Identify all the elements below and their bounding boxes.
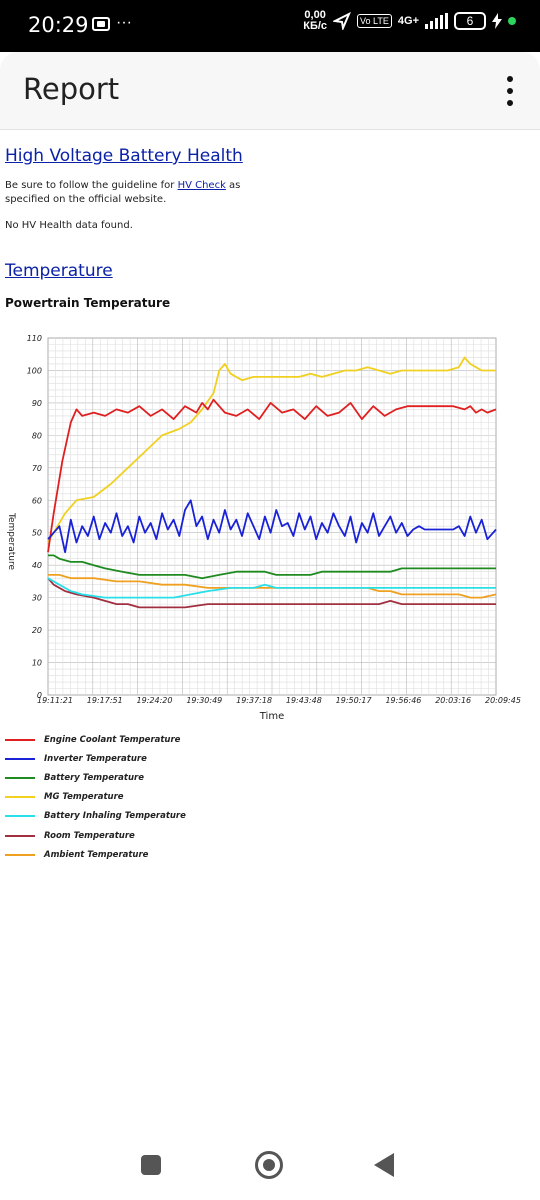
navigation-arrow-icon — [333, 12, 351, 30]
temperature-heading[interactable]: Temperature — [5, 261, 113, 281]
legend-item: Room Temperature — [5, 826, 186, 845]
cast-icon — [92, 17, 110, 31]
charging-icon — [492, 13, 502, 29]
y-tick-label: 10 — [32, 659, 42, 668]
x-tick-label: 19:56:46 — [385, 696, 421, 705]
legend-item: Ambient Temperature — [5, 845, 186, 864]
legend-item: Battery Temperature — [5, 768, 186, 787]
app-bar: Report — [0, 52, 540, 130]
x-tick-label: 19:43:48 — [286, 696, 322, 705]
legend-swatch — [5, 853, 35, 856]
legend-item: MG Temperature — [5, 788, 186, 807]
privacy-dot — [508, 17, 516, 25]
legend-label: Battery Temperature — [44, 772, 144, 783]
y-tick-label: 30 — [32, 594, 42, 603]
legend-label: Room Temperature — [44, 830, 135, 841]
y-tick-label: 90 — [32, 399, 42, 408]
hv-check-link[interactable]: HV Check — [177, 180, 226, 191]
y-tick-label: 20 — [32, 626, 42, 635]
series-line-battery-inhaling-temperature — [47, 577, 496, 599]
legend-swatch — [5, 738, 35, 741]
legend-swatch — [5, 815, 35, 818]
battery-icon: 6 — [454, 12, 486, 30]
legend-label: Battery Inhaling Temperature — [44, 811, 186, 822]
home-button[interactable] — [255, 1151, 283, 1179]
x-tick-label: 19:24:20 — [137, 696, 173, 705]
legend-item: Battery Inhaling Temperature — [5, 807, 186, 826]
legend-swatch — [5, 834, 35, 837]
y-tick-label: 100 — [27, 366, 42, 375]
y-tick-label: 80 — [32, 431, 42, 440]
back-button[interactable] — [374, 1153, 394, 1177]
recents-button[interactable] — [141, 1155, 161, 1175]
x-tick-label: 19:50:17 — [336, 696, 373, 705]
legend-swatch — [5, 757, 35, 760]
x-tick-label: 19:11:21 — [37, 696, 73, 705]
series-line-battery-temperature — [48, 554, 496, 580]
hv-battery-health-heading[interactable]: High Voltage Battery Health — [5, 146, 243, 166]
more-notifications: ··· — [116, 14, 132, 31]
x-tick-label: 20:09:45 — [485, 696, 521, 705]
legend-label: Inverter Temperature — [44, 753, 147, 764]
y-tick-label: 50 — [32, 529, 42, 538]
guideline-text: Be sure to follow the guideline for HV C… — [5, 180, 241, 205]
status-right-icons: 0,00 КБ/с Vo LTE 4G+ 6 — [303, 10, 516, 32]
status-bar: 20:29 ··· 0,00 КБ/с Vo LTE 4G+ 6 — [0, 0, 540, 52]
network-speed: 0,00 КБ/с — [303, 9, 328, 32]
series-line-room-temperature — [47, 577, 496, 609]
network-type: 4G+ — [397, 15, 419, 27]
legend-item: Inverter Temperature — [5, 749, 186, 768]
no-hv-data-text: No HV Health data found. — [5, 220, 133, 231]
more-vert-icon[interactable] — [502, 76, 518, 106]
chart-subheading: Powertrain Temperature — [5, 296, 171, 310]
series-line-engine-coolant-temperature — [47, 398, 497, 553]
volte-badge: Vo LTE — [357, 14, 392, 28]
legend-swatch — [5, 796, 35, 799]
system-nav-bar — [0, 1135, 540, 1200]
series-line-inverter-temperature — [47, 499, 497, 554]
legend-label: MG Temperature — [44, 792, 124, 803]
y-tick-label: 110 — [27, 334, 42, 343]
legend-swatch — [5, 776, 35, 779]
x-axis-title: Time — [259, 711, 284, 722]
series-line-mg-temperature — [47, 356, 496, 543]
signal-icon — [425, 13, 448, 29]
x-tick-label: 20:03:16 — [435, 696, 471, 705]
chart-legend: Engine Coolant Temperature Inverter Tempe… — [5, 730, 186, 864]
y-tick-label: 0 — [37, 691, 42, 700]
x-tick-label: 19:30:49 — [186, 696, 222, 705]
y-tick-label: 40 — [32, 561, 42, 570]
page-title: Report — [23, 72, 120, 106]
y-tick-label: 70 — [32, 464, 42, 473]
y-tick-label: 60 — [32, 496, 42, 505]
powertrain-temperature-chart: 0 10 20 30 40 50 60 70 80 90 100 110 19:11:21 19:17:5… — [6, 334, 521, 722]
x-tick-label: 19:37:18 — [236, 696, 272, 705]
clock: 20:29 — [28, 13, 89, 37]
x-tick-label: 19:17:51 — [87, 696, 123, 705]
legend-item: Engine Coolant Temperature — [5, 730, 186, 749]
y-axis-title: Temperature — [6, 512, 16, 570]
status-left-icons: ··· — [92, 14, 132, 32]
legend-label: Engine Coolant Temperature — [44, 734, 181, 745]
legend-label: Ambient Temperature — [44, 849, 149, 860]
